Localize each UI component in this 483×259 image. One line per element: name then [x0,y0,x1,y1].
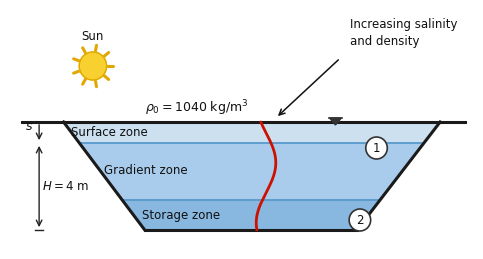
Text: Gradient zone: Gradient zone [104,164,187,177]
Text: 2: 2 [356,213,364,227]
Polygon shape [64,122,440,143]
Polygon shape [122,200,380,230]
Text: $H = 4$ m: $H = 4$ m [42,180,89,193]
Text: Storage zone: Storage zone [142,210,220,222]
Text: Surface zone: Surface zone [71,126,148,139]
Text: Sun: Sun [82,30,104,43]
Polygon shape [329,118,341,125]
Circle shape [79,52,107,80]
Circle shape [366,137,387,159]
Text: $s$: $s$ [25,120,33,133]
Circle shape [349,209,370,231]
Text: Increasing salinity
and density: Increasing salinity and density [350,18,457,48]
Text: 1: 1 [373,141,380,155]
Polygon shape [79,143,424,200]
Text: $\rho_0 = 1040$ kg/m$^3$: $\rho_0 = 1040$ kg/m$^3$ [145,98,248,118]
